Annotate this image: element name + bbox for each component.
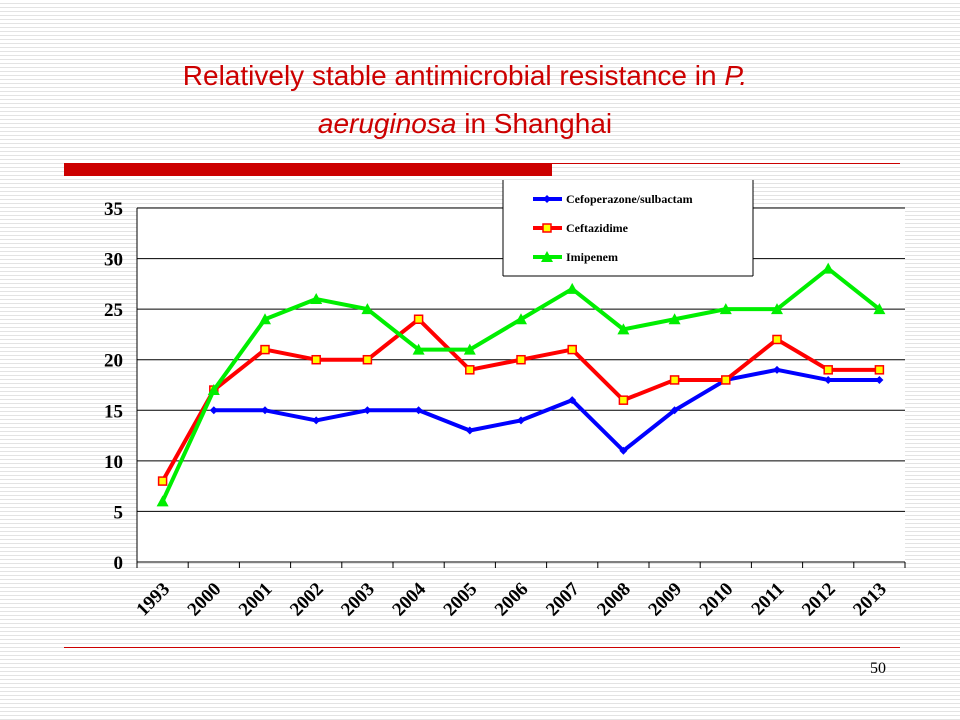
series-ceftazidime	[157, 314, 885, 486]
title-text-1: Relatively stable antimicrobial resistan…	[182, 60, 725, 91]
legend: Cefoperazone/sulbactam Ceftazidime Imipene…	[502, 180, 754, 277]
legend-label: Imipenem	[566, 250, 618, 264]
y-tick-label: 25	[104, 300, 123, 321]
y-tick-label: 20	[104, 351, 123, 372]
data-point-square	[542, 223, 552, 233]
series-line	[213, 367, 880, 453]
data-point-diamond	[773, 365, 781, 374]
x-tick-label: 2002	[286, 579, 328, 621]
x-tick-label: 2011	[748, 579, 789, 620]
data-point-triangle	[566, 282, 579, 294]
data-point-square	[874, 365, 885, 375]
x-tick-label: 2012	[798, 579, 840, 621]
x-tick-label: 1993	[132, 579, 174, 621]
data-point-square	[772, 334, 782, 345]
data-point-triangle	[515, 313, 527, 325]
data-point-diamond	[209, 406, 218, 415]
x-tick-label: 2013	[849, 579, 891, 621]
data-point-triangle	[822, 262, 835, 274]
data-point-square	[618, 395, 629, 405]
red-top-rule	[552, 163, 900, 164]
y-tick-label: 5	[114, 502, 124, 523]
y-tick-label: 10	[104, 452, 123, 473]
title-line-1: Relatively stable antimicrobial resistan…	[0, 52, 930, 100]
red-bottom-rule	[64, 647, 900, 648]
data-point-triangle	[617, 323, 630, 335]
data-point-diamond	[568, 396, 577, 405]
title-italic-2: aeruginosa	[317, 108, 457, 139]
series-imipenem	[156, 262, 886, 507]
data-point-triangle	[310, 293, 323, 305]
data-point-diamond	[619, 446, 628, 455]
data-point-square	[311, 354, 321, 365]
x-tick-label: 2003	[337, 579, 379, 621]
y-tick-label: 15	[104, 401, 123, 422]
data-point-square	[567, 344, 577, 355]
data-point-square	[413, 314, 424, 325]
data-point-square	[516, 354, 526, 365]
series-cefoperazone-sulbactam	[209, 365, 884, 455]
data-point-triangle	[771, 303, 783, 315]
x-tick-label: 2000	[184, 579, 226, 621]
data-point-diamond	[465, 426, 474, 435]
x-tick-label: 2006	[491, 579, 533, 621]
data-point-triangle	[463, 343, 476, 355]
data-point-square	[362, 354, 373, 365]
data-point-square	[669, 375, 680, 385]
x-tick-label: 2001	[235, 579, 277, 621]
data-point-diamond	[363, 406, 372, 415]
data-point-triangle	[207, 384, 220, 396]
data-point-triangle	[873, 303, 886, 315]
title-italic-1: P.	[724, 60, 748, 91]
data-point-diamond	[261, 406, 269, 415]
legend-label: Ceftazidime	[566, 221, 629, 235]
data-point-square	[823, 365, 833, 375]
x-tick-label: 2010	[696, 579, 738, 621]
data-point-diamond	[414, 406, 423, 415]
data-point-triangle	[361, 303, 374, 315]
x-tick-label: 2005	[440, 579, 482, 621]
x-tick-label: 2007	[542, 578, 584, 620]
data-point-diamond	[670, 406, 679, 415]
data-point-square	[157, 476, 168, 486]
y-tick-label: 30	[104, 250, 123, 271]
data-point-triangle	[668, 313, 681, 325]
legend-label: Cefoperazone/sulbactam	[566, 192, 693, 206]
y-tick-label: 0	[114, 553, 124, 574]
data-point-triangle	[259, 313, 271, 325]
data-point-diamond	[875, 375, 884, 384]
title-line-2: aeruginosa in Shanghai	[0, 100, 930, 148]
data-point-triangle	[719, 303, 732, 315]
x-tick-label: 2009	[644, 579, 686, 621]
data-point-diamond	[824, 375, 833, 384]
data-point-triangle	[156, 495, 169, 507]
data-point-square	[721, 375, 731, 385]
data-point-square	[260, 344, 270, 355]
slide-title: Relatively stable antimicrobial resistan…	[0, 52, 930, 148]
data-point-diamond	[312, 416, 321, 425]
data-point-triangle	[541, 251, 553, 262]
x-tick-label: 2004	[388, 578, 430, 620]
data-point-diamond	[517, 416, 525, 425]
data-point-triangle	[412, 343, 425, 355]
y-tick-label: 35	[104, 199, 123, 220]
data-point-diamond	[543, 195, 551, 203]
page-number: 50	[870, 660, 886, 677]
title-text-2: in Shanghai	[456, 108, 613, 139]
data-point-square	[465, 365, 475, 375]
red-accent-bar	[64, 163, 552, 176]
x-tick-label: 2008	[593, 579, 635, 621]
